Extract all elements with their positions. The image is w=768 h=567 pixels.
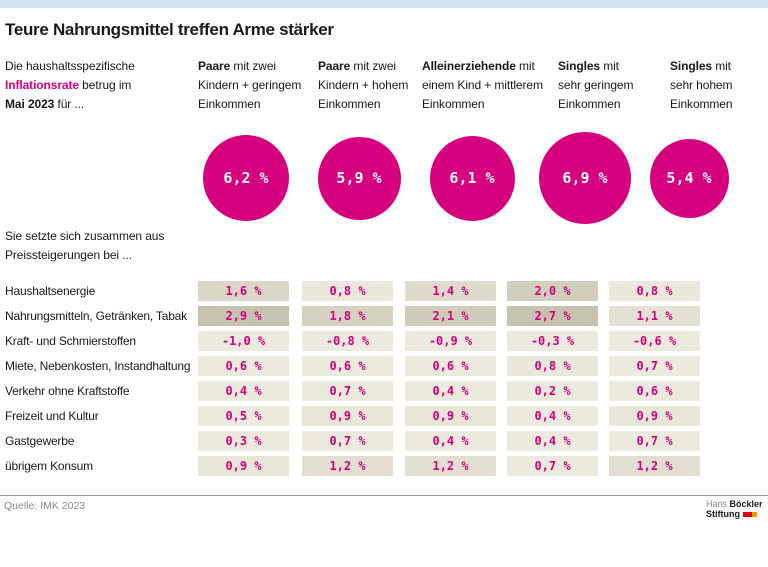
value-cell: 0,4 %: [405, 381, 496, 401]
value-cell: 0,8 %: [609, 281, 700, 301]
inflation-rate-circle-4: 6,9 %: [539, 132, 631, 224]
inflation-rate-value: 6,2 %: [223, 169, 269, 187]
value-cell: 1,2 %: [302, 456, 393, 476]
row-label: Verkehr ohne Kraftstoffe: [5, 384, 130, 398]
intro-line2-rest: betrug im: [78, 78, 132, 92]
inflation-rate-value: 5,4 %: [666, 169, 712, 187]
value-cell: 0,6 %: [198, 356, 289, 376]
column-header-1: Paare mit zwei Kindern + geringem Einkomme…: [198, 59, 302, 111]
row-label: übrigem Konsum: [5, 459, 93, 473]
value-cell: 0,7 %: [302, 381, 393, 401]
inflation-rate-value: 6,1 %: [449, 169, 495, 187]
row-label: Kraft- und Schmierstoffen: [5, 334, 136, 348]
footer-divider: [0, 495, 768, 496]
logo-mark-icon: [743, 509, 757, 517]
value-cell: 0,7 %: [302, 431, 393, 451]
value-cell: -0,6 %: [609, 331, 700, 351]
value-cell: -0,3 %: [507, 331, 598, 351]
value-cell: 0,4 %: [507, 406, 598, 426]
inflation-rate-value: 6,9 %: [562, 169, 608, 187]
value-cell: 0,4 %: [405, 431, 496, 451]
value-cell: 1,6 %: [198, 281, 289, 301]
value-cell: 0,3 %: [198, 431, 289, 451]
column-header-2: Paare mit zwei Kindern + hohem Einkommen: [318, 59, 409, 111]
intro-line3-rest: für ...: [54, 97, 85, 111]
column-header-4: Singles mit sehr geringem Einkommen: [558, 59, 634, 111]
top-accent-bar: [0, 0, 768, 8]
value-cell: 1,2 %: [609, 456, 700, 476]
value-cell: 0,9 %: [198, 456, 289, 476]
value-cell: 1,8 %: [302, 306, 393, 326]
value-cell: 0,5 %: [198, 406, 289, 426]
value-cell: 0,6 %: [405, 356, 496, 376]
value-cell: 1,4 %: [405, 281, 496, 301]
value-cell: 1,1 %: [609, 306, 700, 326]
value-cell: -1,0 %: [198, 331, 289, 351]
value-cell: 0,9 %: [405, 406, 496, 426]
value-cell: 1,2 %: [405, 456, 496, 476]
row-label: Nahrungsmitteln, Getränken, Tabak: [5, 309, 187, 323]
intro-line1: Die haushaltsspezifische: [5, 59, 135, 73]
value-cell: 0,8 %: [507, 356, 598, 376]
value-cell: 2,9 %: [198, 306, 289, 326]
value-cell: 2,0 %: [507, 281, 598, 301]
logo-text-stiftung: Stiftung: [706, 509, 740, 519]
value-cell: 0,2 %: [507, 381, 598, 401]
page-title: Teure Nahrungsmittel treffen Arme stärke…: [5, 20, 334, 39]
value-cell: 0,7 %: [507, 456, 598, 476]
column-header-3: Alleinerziehende mit einem Kind + mittler…: [422, 59, 543, 111]
value-cell: 0,6 %: [302, 356, 393, 376]
composition-line2: Preissteigerungen bei ...: [5, 248, 132, 262]
value-cell: 0,4 %: [507, 431, 598, 451]
intro-date: Mai 2023: [5, 97, 55, 111]
value-cell: 2,7 %: [507, 306, 598, 326]
row-label: Freizeit und Kultur: [5, 409, 99, 423]
value-cell: -0,8 %: [302, 331, 393, 351]
composition-line1: Sie setzte sich zusammen aus: [5, 229, 165, 243]
inflation-rate-circle-3: 6,1 %: [429, 135, 515, 221]
hans-boeckler-logo: Hans Böckler Stiftung: [706, 499, 763, 519]
value-cell: 0,9 %: [609, 406, 700, 426]
value-cell: 2,1 %: [405, 306, 496, 326]
source-note: Quelle: IMK 2023: [4, 500, 86, 512]
inflation-rate-value: 5,9 %: [336, 169, 382, 187]
inflation-rate-highlight: Inflationsrate: [5, 78, 79, 92]
value-cell: 0,8 %: [302, 281, 393, 301]
value-cell: 0,6 %: [609, 381, 700, 401]
logo-text-boeckler: Böckler: [729, 499, 763, 509]
intro-text: Die haushaltsspezifische Inflationsrate …: [5, 57, 135, 114]
value-cell: 0,4 %: [198, 381, 289, 401]
value-cell: 0,9 %: [302, 406, 393, 426]
row-label: Haushaltsenergie: [5, 284, 96, 298]
logo-text-hans: Hans: [706, 499, 728, 509]
value-cell: -0,9 %: [405, 331, 496, 351]
inflation-rate-circle-5: 5,4 %: [649, 138, 729, 218]
column-header-5: Singles mit sehr hohem Einkommen: [670, 59, 733, 111]
row-label: Miete, Nebenkosten, Instandhaltung: [5, 359, 191, 373]
row-label: Gastgewerbe: [5, 434, 75, 448]
value-cell: 0,7 %: [609, 356, 700, 376]
composition-intro: Sie setzte sich zusammen aus Preissteige…: [5, 227, 164, 265]
inflation-rate-circle-2: 5,9 %: [317, 136, 401, 220]
inflation-rate-circle-1: 6,2 %: [203, 135, 289, 221]
value-cell: 0,7 %: [609, 431, 700, 451]
